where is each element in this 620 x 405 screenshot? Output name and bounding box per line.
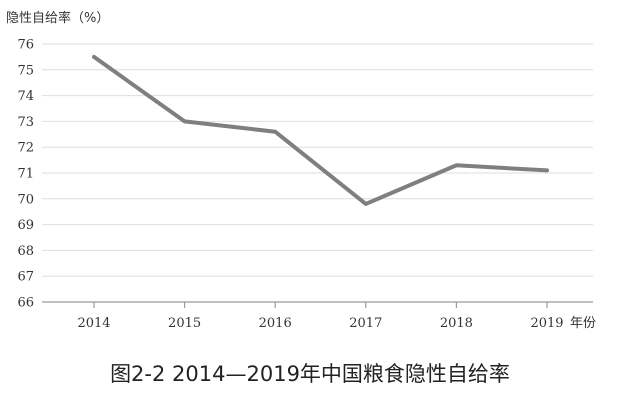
x-tick-label: 2015: [168, 316, 201, 331]
y-axis-label: 隐性自给率（%）: [6, 10, 109, 26]
y-tick-label: 73: [17, 115, 34, 130]
x-tick-label: 2014: [77, 316, 110, 331]
y-tick-label: 74: [17, 89, 34, 104]
y-tick-label: 72: [17, 141, 34, 156]
y-tick-label: 67: [17, 270, 34, 285]
y-tick-label: 69: [17, 218, 34, 233]
x-axis: 2014 2015 2016 2017 2018 2019: [42, 302, 593, 331]
y-tick-label: 76: [17, 38, 34, 53]
x-tick-label: 2019: [530, 316, 563, 331]
figure-caption: 图2-2 2014—2019年中国粮食隐性自给率: [0, 358, 620, 388]
y-tick-label: 75: [17, 63, 34, 78]
x-tick-label: 2016: [259, 316, 292, 331]
x-tick-label: 2018: [440, 316, 473, 331]
y-axis: 66 67 68 69 70 71 72 73 74 75 76: [17, 38, 34, 311]
series: [94, 57, 547, 204]
x-tick-label: 2017: [349, 316, 382, 331]
x-axis-label: 年份: [570, 316, 596, 331]
y-tick-label: 66: [17, 296, 34, 311]
y-tick-label: 68: [17, 244, 34, 259]
y-tick-label: 70: [17, 192, 34, 207]
series-line: [94, 57, 547, 204]
y-tick-label: 71: [17, 167, 34, 182]
